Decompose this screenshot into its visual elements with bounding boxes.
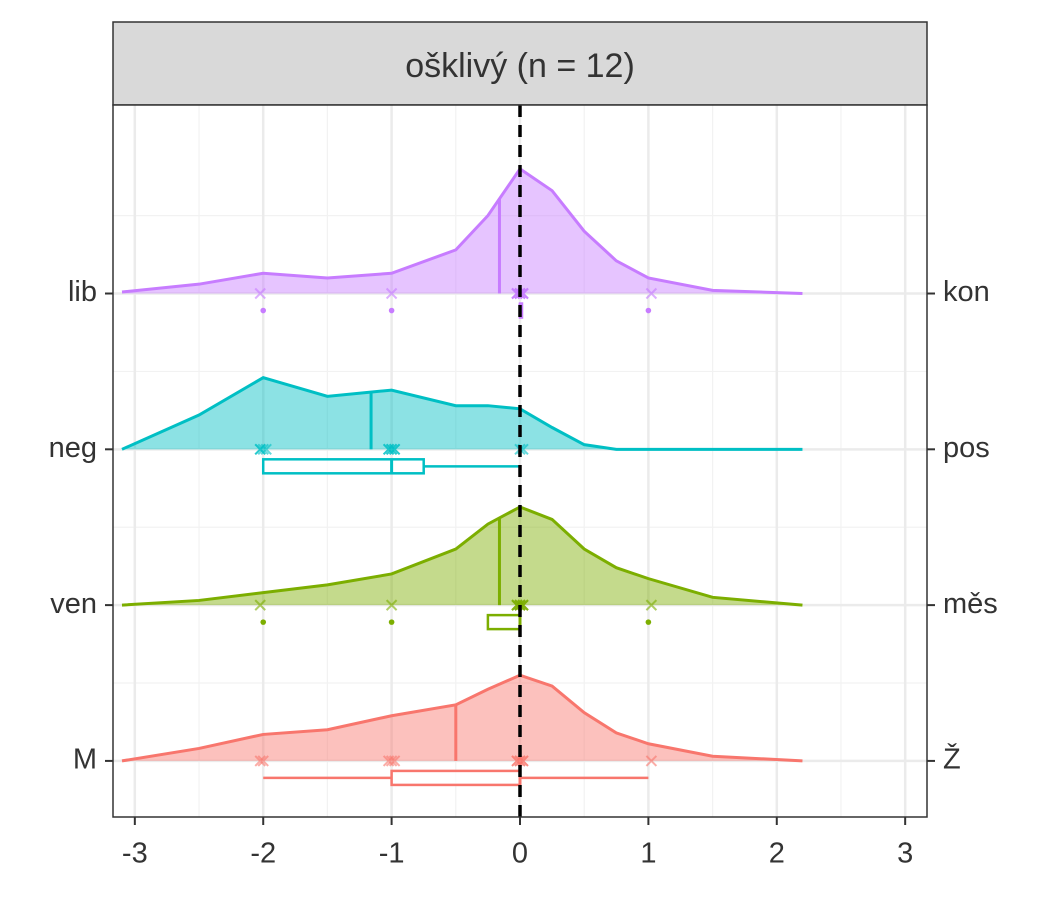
- point: [254, 287, 266, 300]
- x-tick-label: 0: [512, 838, 528, 870]
- x-tick-label: -3: [122, 838, 148, 870]
- point: [254, 443, 266, 456]
- box-body: [486, 613, 522, 631]
- point: [257, 755, 269, 767]
- point: [385, 287, 398, 300]
- y-tick-label: lib: [68, 276, 97, 308]
- density-area: [121, 377, 803, 450]
- density-line: [121, 673, 803, 763]
- x-tick-label: 2: [769, 838, 785, 870]
- x-tick-label: -1: [379, 838, 405, 870]
- x-tick-label: 3: [897, 838, 913, 870]
- outlier: [260, 619, 267, 625]
- point: [382, 755, 395, 767]
- outlier: [645, 619, 652, 625]
- point: [511, 755, 523, 767]
- density-line: [121, 505, 803, 607]
- y2-tick-label: měs: [943, 588, 998, 620]
- x-tick-label: 1: [640, 838, 656, 870]
- point: [254, 599, 266, 611]
- density-line: [121, 376, 803, 451]
- density-area: [121, 506, 803, 606]
- point: [645, 599, 658, 611]
- y-tick-label: ven: [50, 588, 97, 620]
- y2-tick-label: pos: [943, 432, 990, 464]
- x-tick-label: -2: [250, 838, 276, 870]
- point: [254, 755, 266, 767]
- y-tick-label: M: [73, 744, 97, 776]
- point: [385, 755, 398, 767]
- y-tick-label: neg: [49, 432, 97, 464]
- outlier: [645, 307, 652, 314]
- chart-title: ošklivý (n = 12): [405, 47, 635, 85]
- point: [645, 287, 658, 300]
- point: [257, 443, 269, 456]
- point: [385, 443, 398, 456]
- outlier: [388, 619, 395, 625]
- strip: [112, 21, 928, 106]
- point: [382, 443, 395, 456]
- y2-tick-label: Ž: [943, 743, 961, 776]
- box-body: [390, 769, 522, 787]
- density-area: [121, 168, 803, 294]
- point: [514, 755, 526, 767]
- y2-tick-label: kon: [943, 276, 990, 308]
- density-line: [121, 166, 803, 296]
- box-body: [261, 458, 425, 475]
- point: [385, 599, 398, 611]
- point: [645, 755, 658, 767]
- outlier: [260, 307, 267, 314]
- outlier: [388, 307, 395, 314]
